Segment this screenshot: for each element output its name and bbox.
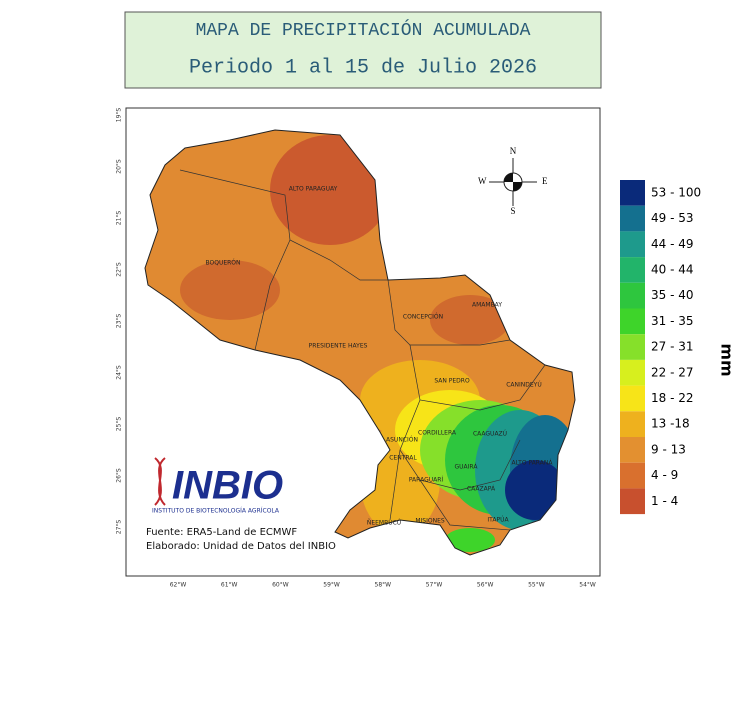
dept-label: CAAGUAZÚ [473,431,507,438]
legend-label: 4 - 9 [651,468,678,482]
legend-swatch [620,205,645,232]
dept-label: ALTO PARANÁ [512,460,554,467]
subtitle: Periodo 1 al 15 de Julio 2026 [189,56,537,79]
lon-label: 58°W [375,582,392,589]
lat-label: 25°S [116,417,123,432]
lat-label: 24°S [116,365,123,380]
lon-label: 62°W [170,582,187,589]
legend-swatch [620,437,645,463]
department-borders [179,169,546,531]
compass-n: N [510,146,517,156]
dept-label: CAAZAPÁ [467,486,496,493]
legend-swatch [620,359,645,386]
legend-label: 13 -18 [651,417,690,431]
dept-label: MISIONES [415,518,445,525]
legend-swatch [620,308,645,335]
legend-swatch [620,488,645,515]
legend-label: 22 - 27 [651,365,694,379]
lat-label: 23°S [116,314,123,329]
legend-label: 49 - 53 [651,211,694,225]
legend-label: 53 - 100 [651,185,701,199]
legend-swatch [620,257,645,283]
logo: INBIO INSTITUTO DE BIOTECNOLOGÍA AGRÍCOL… [152,457,283,515]
legend-swatch [620,411,645,437]
dept-label: GUAIRÁ [455,464,479,471]
lon-label: 54°W [579,582,596,589]
dept-label: ITAPÚA [487,517,509,524]
legend-swatch [620,385,645,412]
legend-unit: mm [718,343,737,376]
legend-swatch [620,334,645,360]
lat-label: 19°S [116,108,123,123]
title-box [124,11,602,89]
compass: N S E W [478,146,548,216]
legend-swatch [620,462,645,489]
dept-label: CONCEPCIÓN [403,314,443,321]
legend-swatch [620,180,645,206]
dept-label: CANINDEYÚ [506,382,542,389]
legend-label: 18 - 22 [651,391,694,405]
legend-swatch [620,282,645,309]
legend-label: 9 - 13 [651,442,686,456]
dept-label: SAN PEDRO [434,378,470,385]
department-labels: ALTO PARAGUAY BOQUERÓN PRESIDENTE HAYES … [205,186,553,527]
compass-w: W [478,176,487,186]
dept-label: PARAGUARÍ [409,477,444,484]
compass-s: S [510,206,515,216]
lat-label: 26°S [116,468,123,483]
lat-label: 22°S [116,262,123,277]
lon-label: 59°W [323,582,340,589]
dept-label: CORDILLERA [418,430,457,437]
lon-label: 57°W [426,582,443,589]
dept-label: BOQUERÓN [205,260,240,267]
lat-label: 20°S [116,159,123,174]
logo-full-name: INSTITUTO DE BIOTECNOLOGÍA AGRÍCOLA [152,508,280,515]
lon-label: 60°W [272,582,289,589]
precipitation-field [145,130,575,555]
dept-label: CENTRAL [389,455,417,462]
dept-label: ASUNCIÓN [386,437,418,444]
credit: Elaborado: Unidad de Datos del INBIO [146,541,336,552]
dept-label: PRESIDENTE HAYES [309,343,368,350]
lon-label: 61°W [221,582,238,589]
logo-name: INBIO [172,464,283,508]
legend-label: 40 - 44 [651,262,694,276]
lon-label: 55°W [528,582,545,589]
title: MAPA DE PRECIPITACIÓN ACUMULADA [196,19,531,41]
legend-label: 1 - 4 [651,494,678,508]
legend-label: 31 - 35 [651,314,694,328]
legend-label: 35 - 40 [651,288,694,302]
compass-e: E [542,176,548,186]
legend-swatch [620,231,645,258]
lon-label: 56°W [477,582,494,589]
lat-label: 21°S [116,211,123,226]
dept-label: ALTO PARAGUAY [289,186,338,193]
legend-label: 44 - 49 [651,237,694,251]
source: Fuente: ERA5-Land de ECMWF [146,527,297,538]
dept-label: ÑEEMBUCÚ [367,520,401,527]
dept-label: AMAMBAY [472,302,502,309]
legend-label: 27 - 31 [651,340,694,354]
lat-label: 27°S [116,520,123,535]
